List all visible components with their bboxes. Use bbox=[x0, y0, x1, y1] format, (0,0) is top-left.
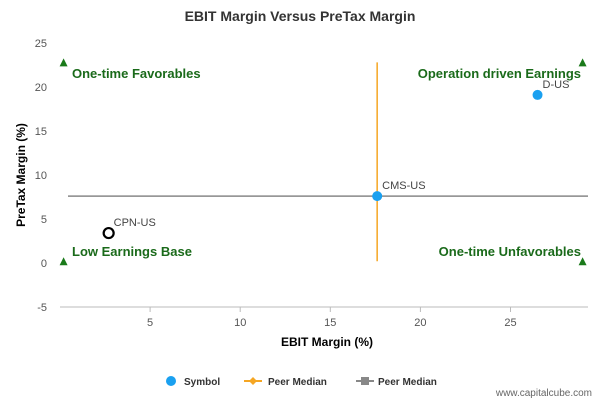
chart-title: EBIT Margin Versus PreTax Margin bbox=[185, 8, 416, 24]
quadrant-bottom-left: Low Earnings Base bbox=[72, 244, 192, 259]
y-tick-label: 20 bbox=[35, 82, 47, 94]
legend-peer-median-x-marker bbox=[249, 377, 257, 385]
quadrant-triangle-icon bbox=[578, 257, 587, 266]
data-point bbox=[102, 226, 115, 240]
watermark: www.capitalcube.com bbox=[495, 388, 592, 399]
data-points: D-US CMS-US CPN-US bbox=[102, 79, 570, 240]
y-tick-label: 25 bbox=[35, 38, 47, 50]
y-tick-label: 10 bbox=[35, 170, 47, 182]
y-tick-label: 15 bbox=[35, 126, 47, 138]
quadrant-bottom-right: One-time Unfavorables bbox=[439, 244, 581, 259]
quadrant-triangle-icon bbox=[578, 58, 587, 67]
quadrant-triangle-icon bbox=[59, 58, 68, 67]
data-point-label: D-US bbox=[543, 79, 570, 91]
y-tick-label: 0 bbox=[41, 258, 47, 270]
legend-peer-median-y-marker bbox=[361, 377, 369, 385]
y-axis-ticks: -5 0 5 10 15 20 25 bbox=[35, 38, 47, 314]
x-tick-label: 15 bbox=[324, 317, 336, 329]
legend-peer-median-y-label: Peer Median bbox=[378, 377, 437, 388]
x-axis-label: EBIT Margin (%) bbox=[281, 335, 373, 349]
y-axis-label: PreTax Margin (%) bbox=[14, 123, 28, 227]
legend-symbol-label: Symbol bbox=[184, 377, 220, 388]
x-tick-label: 20 bbox=[414, 317, 426, 329]
quadrant-triangle-icon bbox=[59, 257, 68, 266]
x-axis-ticks: 5 10 15 20 25 bbox=[147, 307, 517, 329]
x-tick-label: 10 bbox=[234, 317, 246, 329]
data-point bbox=[372, 191, 383, 202]
quadrant-top-left: One-time Favorables bbox=[72, 66, 201, 81]
legend-symbol-marker bbox=[166, 376, 176, 386]
data-point bbox=[532, 89, 543, 100]
y-tick-label: 5 bbox=[41, 214, 47, 226]
quadrant-markers bbox=[59, 58, 587, 266]
x-tick-label: 25 bbox=[504, 317, 516, 329]
y-tick-label: -5 bbox=[37, 302, 47, 314]
data-point-label: CPN-US bbox=[114, 217, 156, 229]
legend-peer-median-x-label: Peer Median bbox=[268, 377, 327, 388]
quadrant-top-right: Operation driven Earnings bbox=[418, 66, 581, 81]
data-point-label: CMS-US bbox=[382, 180, 425, 192]
legend: Symbol Peer Median Peer Median bbox=[166, 376, 437, 388]
x-tick-label: 5 bbox=[147, 317, 153, 329]
median-lines bbox=[68, 62, 588, 262]
